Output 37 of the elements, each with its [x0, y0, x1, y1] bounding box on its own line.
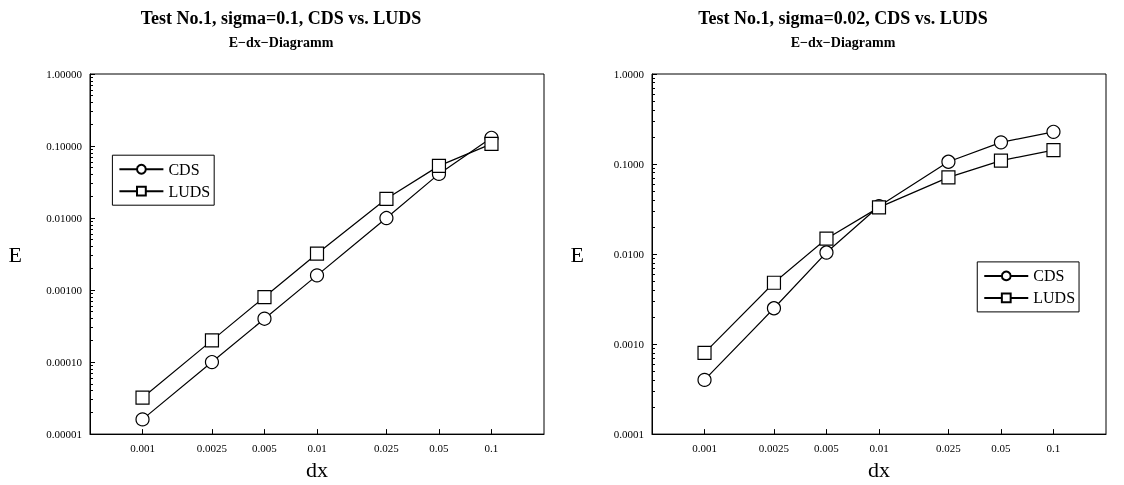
x-axis-title: dx: [868, 456, 890, 482]
chart-subtitle: E−dx−Diagramm: [228, 34, 334, 50]
x-tick-label: 0.025: [374, 441, 400, 454]
y-axis-title: E: [8, 241, 22, 267]
x-tick-label: 0.001: [692, 441, 717, 454]
y-tick-label: 0.00100: [46, 284, 83, 297]
y-tick-label: 0.01000: [46, 212, 83, 225]
y-axis-title: E: [570, 241, 584, 267]
y-tick-label: 0.0010: [613, 338, 645, 351]
legend-label: LUDS: [1033, 289, 1076, 307]
x-tick-label: 0.01: [869, 441, 889, 454]
x-tick-label: 0.1: [1046, 441, 1061, 454]
legend-label: CDS: [1033, 267, 1065, 285]
y-tick-label: 0.0001: [613, 428, 644, 441]
x-tick-label: 0.025: [936, 441, 962, 454]
y-tick-label: 0.10000: [46, 140, 83, 153]
y-tick-label: 0.00001: [46, 428, 82, 441]
legend-label: LUDS: [168, 182, 211, 200]
x-tick-label: 0.005: [252, 441, 278, 454]
x-axis-title: dx: [306, 456, 328, 482]
chart-title: Test No.1, sigma=0.1, CDS vs. LUDS: [140, 8, 422, 28]
x-tick-label: 0.01: [307, 441, 327, 454]
x-tick-label: 0.0025: [196, 441, 228, 454]
x-tick-label: 0.05: [429, 441, 450, 454]
y-tick-label: 1.0000: [613, 68, 645, 80]
chart-subtitle: E−dx−Diagramm: [790, 34, 896, 50]
x-tick-label: 0.005: [814, 441, 840, 454]
x-tick-label: 0.1: [484, 441, 499, 454]
y-tick-label: 0.0100: [613, 248, 645, 261]
y-tick-label: 0.1000: [613, 158, 645, 171]
legend-label: CDS: [168, 160, 200, 178]
y-tick-label: 0.00010: [46, 356, 83, 369]
x-tick-label: 0.05: [991, 441, 1012, 454]
y-tick-label: 1.00000: [46, 68, 83, 80]
chart-title: Test No.1, sigma=0.02, CDS vs. LUDS: [698, 8, 988, 28]
x-tick-label: 0.0025: [758, 441, 790, 454]
x-tick-label: 0.001: [130, 441, 155, 454]
